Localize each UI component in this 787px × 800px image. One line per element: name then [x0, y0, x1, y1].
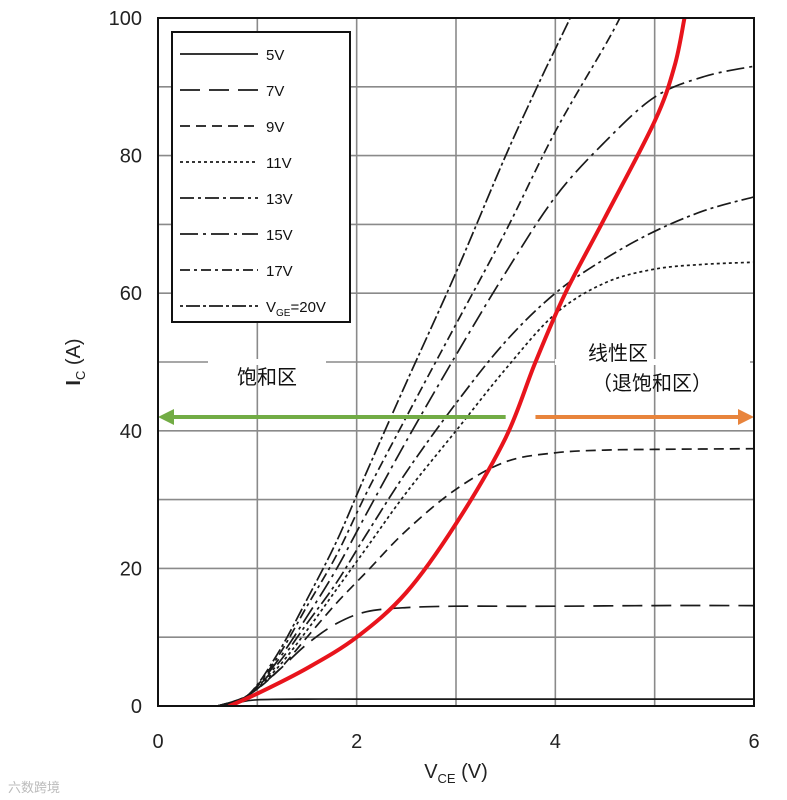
linear-arrowhead — [738, 409, 754, 426]
boundary-curve — [227, 18, 687, 706]
series-lines — [217, 18, 754, 706]
legend-label-4: 13V — [266, 191, 293, 208]
y-tick-label: 20 — [120, 558, 142, 580]
y-axis-label: IC (A) — [63, 338, 88, 385]
legend: 5V 7V 9V 11V 13V 15V 17V VGE=20V — [171, 31, 351, 323]
legend-label-2: 9V — [266, 119, 284, 136]
x-tick-label: 0 — [152, 731, 163, 753]
legend-label-3: 11V — [266, 155, 292, 172]
series-line-4 — [217, 196, 754, 706]
linear-region-label: 线性区 — [588, 341, 648, 365]
y-tick-label: 0 — [131, 696, 142, 718]
y-tick-label: 40 — [120, 421, 142, 443]
series-line-5 — [217, 65, 754, 706]
series-line-7 — [217, 18, 571, 706]
watermark-text: 六数跨境 — [8, 781, 60, 796]
label-backdrop — [555, 359, 750, 365]
series-line-1 — [217, 604, 754, 706]
saturation-region-label: 饱和区 — [237, 365, 297, 389]
series-line-6 — [217, 18, 621, 706]
series-line-0 — [217, 698, 754, 706]
series-line-3 — [217, 261, 754, 706]
region-annotations: 饱和区 线性区 （退饱和区） — [158, 341, 754, 426]
saturation-arrowhead — [158, 409, 174, 426]
x-tick-label: 4 — [550, 731, 561, 753]
legend-label-5: 15V — [266, 227, 293, 244]
y-tick-label: 100 — [109, 8, 142, 30]
y-tick-label: 80 — [120, 146, 142, 168]
linear-region-sublabel: （退饱和区） — [592, 371, 712, 395]
legend-box — [171, 31, 351, 323]
series-line-2 — [217, 447, 754, 706]
legend-label-6: 17V — [266, 263, 293, 280]
boundary-curve-layer — [227, 18, 687, 706]
x-tick-label: 6 — [748, 731, 759, 753]
legend-label-0: 5V — [266, 47, 284, 64]
x-tick-label: 2 — [351, 731, 362, 753]
x-axis-label: VCE (V) — [424, 761, 488, 786]
plot-frame — [157, 17, 755, 707]
legend-label-7: VGE=20V — [266, 299, 326, 319]
label-backdrop — [208, 359, 326, 365]
y-tick-label: 60 — [120, 283, 142, 305]
axis-labels: VCE (V) IC (A) — [63, 338, 488, 786]
legend-label-1: 7V — [266, 83, 284, 100]
